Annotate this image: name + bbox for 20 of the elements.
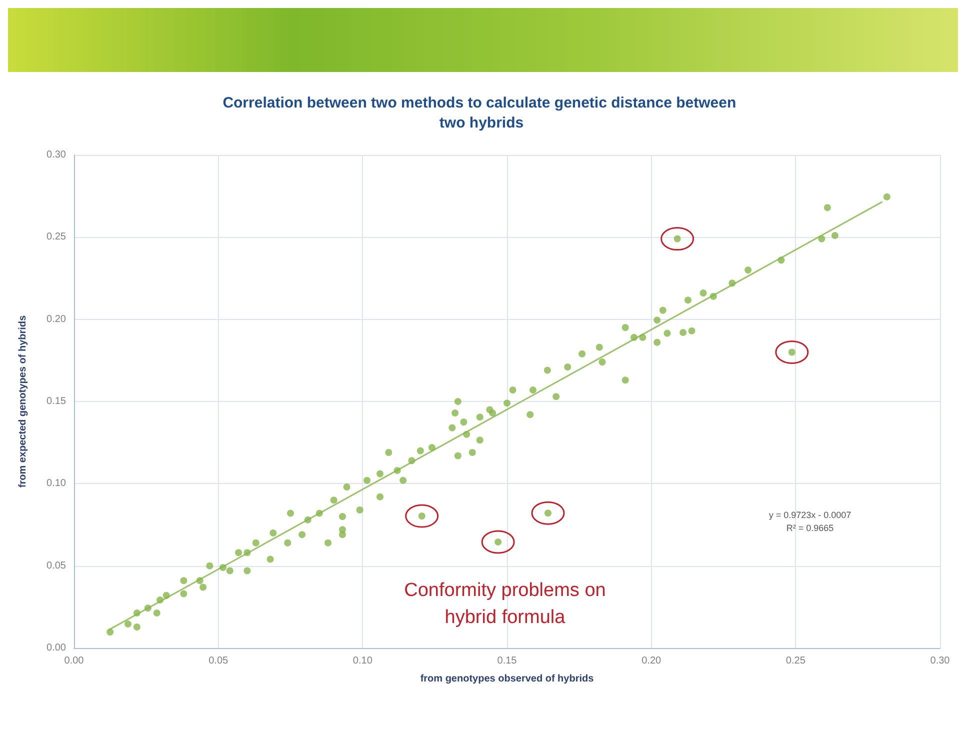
x-tick-label: 0.00 [64,656,84,666]
y-tick-label: 0.25 [46,232,66,243]
x-axis-title: from genotypes observed of hybrids [420,674,594,684]
annotation: Conformity problems on hybrid formula [403,579,607,630]
x-tick-label: 0.10 [352,656,373,666]
x-tick-label: 0.20 [642,656,662,666]
y-tick-label: 0.05 [46,560,66,572]
y-tick-label: 0.00 [46,642,66,654]
x-tick-label: 0.15 [497,656,518,666]
annotation: y = 0.9723x - 0.0007 [768,509,852,522]
x-tick-label: 0.30 [930,656,950,666]
annotation: R² = 0.9665 [785,522,835,535]
x-tick-label: 0.25 [786,656,806,666]
x-tick-label: 0.05 [208,656,228,666]
y-tick-label: 0.20 [46,314,66,325]
chart-title: Correlation between two methods to calculate genetic distance between two hybrids [222,94,740,132]
y-tick-label: 0.15 [46,396,66,407]
y-axis-title: from expected genotypes of hybrids [18,314,28,488]
y-tick-label: 0.10 [46,478,66,490]
y-tick-label: 0.30 [46,150,66,160]
